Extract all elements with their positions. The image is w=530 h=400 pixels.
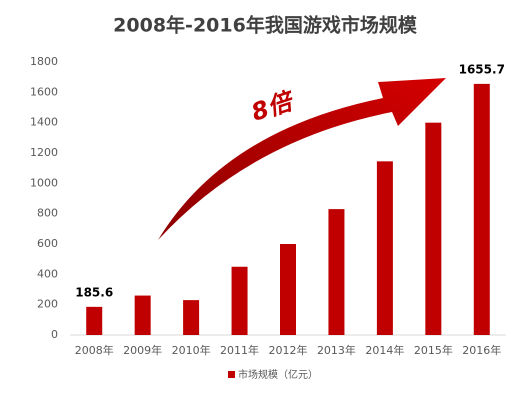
bar (328, 209, 345, 335)
legend-swatch (228, 371, 235, 378)
bar (134, 295, 151, 335)
y-tick-label: 600 (37, 237, 58, 250)
bar (86, 306, 103, 335)
bar (231, 266, 248, 335)
x-tick-label: 2013年 (317, 343, 356, 357)
y-tick-label: 1800 (30, 55, 58, 68)
y-tick-label: 1200 (30, 146, 58, 159)
y-tick-label: 1400 (30, 116, 58, 129)
x-tick-label: 2012年 (269, 343, 308, 357)
x-tick-label: 2009年 (123, 343, 162, 357)
y-tick-label: 200 (37, 298, 58, 311)
x-tick-label: 2010年 (172, 343, 211, 357)
x-tick-label: 2008年 (75, 343, 114, 357)
chart-title: 2008年-2016年我国游戏市场规模 (113, 14, 418, 37)
x-tick-label: 2016年 (462, 343, 501, 357)
x-tick-label: 2011年 (220, 343, 259, 357)
bar (425, 122, 442, 336)
y-tick-label: 1000 (30, 176, 58, 189)
bar (183, 300, 200, 335)
bar (376, 161, 393, 335)
data-label: 1655.7 (459, 62, 505, 76)
bar (473, 83, 490, 335)
legend-label: 市场规模（亿元） (238, 368, 318, 381)
x-tick-label: 2015年 (414, 343, 453, 357)
growth-arrow (158, 78, 446, 240)
bar (280, 244, 296, 335)
annotation: 8倍 (248, 86, 299, 126)
y-tick-label: 0 (51, 328, 58, 341)
y-tick-label: 800 (37, 207, 58, 220)
y-tick-label: 400 (37, 267, 58, 280)
x-tick-label: 2014年 (365, 343, 404, 357)
y-tick-label: 1600 (30, 85, 58, 98)
data-label: 185.6 (75, 285, 113, 299)
